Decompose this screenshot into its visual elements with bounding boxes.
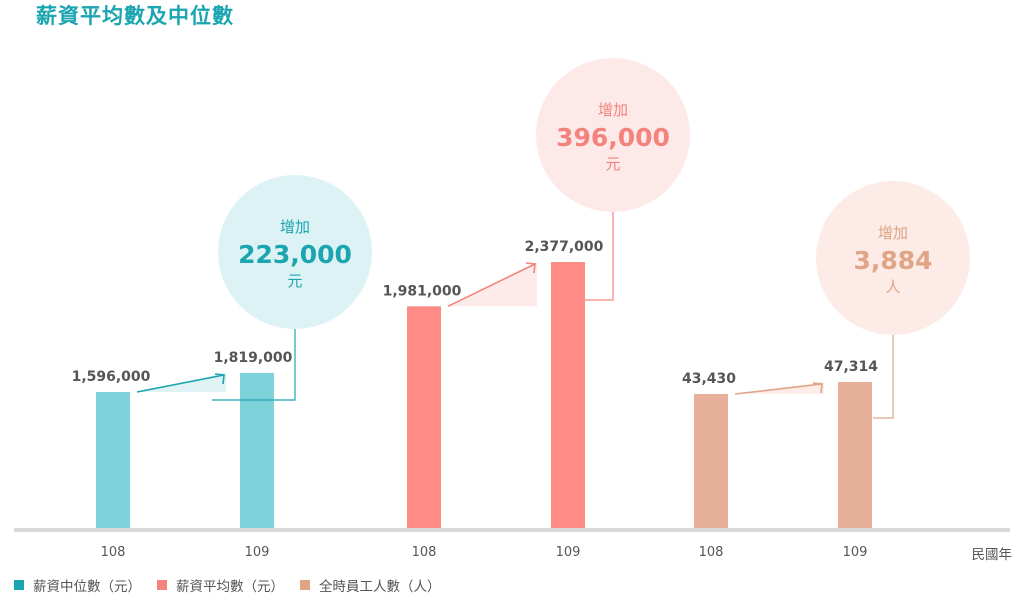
bar-109 — [838, 382, 872, 528]
increase-arrow-line — [734, 383, 823, 395]
x-axis-baseline — [14, 528, 1010, 532]
bar-108 — [407, 306, 441, 528]
legend-item-average-salary: 薪資平均數（元） — [157, 575, 284, 595]
callout-value: 3,884 — [853, 246, 932, 275]
callout-leader-line — [873, 335, 894, 419]
bar-109 — [551, 262, 585, 528]
bar-108 — [96, 392, 130, 528]
callout-label: 增加 — [878, 224, 908, 242]
x-tick-label: 109 — [843, 545, 868, 560]
callout-leader-line — [585, 212, 614, 301]
x-tick-label: 109 — [556, 545, 581, 560]
bar-value-label: 2,377,000 — [525, 239, 604, 255]
increase-arrow-line — [447, 263, 536, 308]
bar-109 — [240, 373, 274, 528]
legend-label: 薪資平均數（元） — [176, 579, 284, 595]
bar-value-label: 1,596,000 — [72, 369, 151, 385]
callout-unit: 元 — [287, 272, 302, 290]
callout-unit: 人 — [885, 278, 900, 296]
legend-label: 全時員工人數（人） — [319, 579, 441, 595]
increase-arrow-line — [136, 374, 225, 393]
legend-label: 薪資中位數（元） — [33, 579, 141, 595]
legend-item-employee-count: 全時員工人數（人） — [300, 575, 441, 595]
callout-value: 396,000 — [556, 123, 670, 152]
callout-bubble — [218, 175, 372, 329]
x-axis-unit-label: 民國年 — [971, 547, 1013, 563]
callout-label: 增加 — [598, 101, 628, 119]
increase-arrow-head — [525, 262, 536, 274]
bar-108 — [694, 393, 728, 528]
x-tick-label: 108 — [101, 545, 126, 560]
legend: 薪資中位數（元） 薪資平均數（元） 全時員工人數（人） — [14, 575, 457, 595]
callout-bubble — [816, 181, 970, 335]
legend-item-median-salary: 薪資中位數（元） — [14, 575, 141, 595]
callout-bubble — [536, 58, 690, 212]
page-title: 薪資平均數及中位數 — [36, 4, 234, 28]
bar-value-label: 47,314 — [824, 359, 878, 375]
callout-unit: 元 — [605, 155, 620, 173]
x-tick-label: 108 — [699, 545, 724, 560]
increase-arrow-head — [812, 382, 823, 394]
callout-label: 增加 — [280, 218, 310, 236]
legend-swatch — [14, 580, 24, 590]
bar-value-label: 1,981,000 — [383, 283, 462, 299]
bar-value-label: 43,430 — [682, 371, 736, 387]
bar-value-label: 1,819,000 — [214, 350, 293, 366]
x-tick-label: 109 — [245, 545, 270, 560]
callout-value: 223,000 — [238, 240, 352, 269]
x-tick-label: 108 — [412, 545, 437, 560]
increase-arrow-head — [214, 373, 225, 385]
legend-swatch — [157, 580, 167, 590]
legend-swatch — [300, 580, 310, 590]
callout-leader-line — [212, 329, 296, 401]
